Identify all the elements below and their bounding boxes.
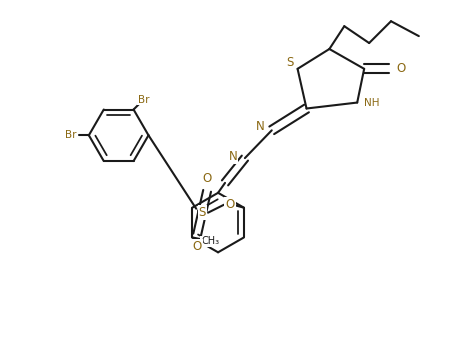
Text: S: S bbox=[198, 206, 206, 219]
Text: Br: Br bbox=[65, 130, 77, 140]
Text: N: N bbox=[228, 150, 237, 163]
Text: CH₃: CH₃ bbox=[201, 236, 219, 246]
Text: O: O bbox=[225, 198, 234, 211]
Text: Br: Br bbox=[138, 95, 149, 105]
Text: N: N bbox=[255, 120, 264, 133]
Text: O: O bbox=[396, 62, 405, 75]
Text: S: S bbox=[286, 56, 293, 69]
Text: NH: NH bbox=[364, 98, 380, 107]
Text: O: O bbox=[202, 172, 212, 185]
Text: O: O bbox=[192, 240, 202, 253]
